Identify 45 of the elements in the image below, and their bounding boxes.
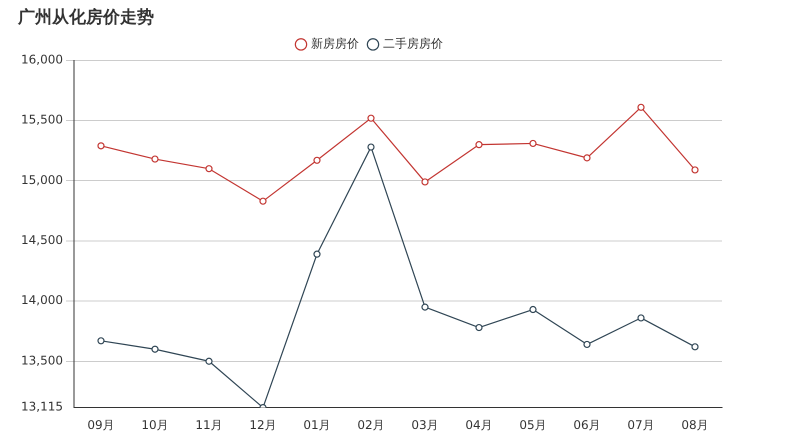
x-tick-label: 04月 xyxy=(465,418,493,432)
point xyxy=(205,165,213,172)
x-tick-label: 12月 xyxy=(249,418,277,432)
y-tick-label: 15,000 xyxy=(20,172,63,187)
point xyxy=(367,143,375,151)
y-tick-label: 14,000 xyxy=(20,293,63,308)
point xyxy=(691,343,699,350)
point xyxy=(637,104,645,111)
point xyxy=(691,166,699,174)
x-tick-label: 11月 xyxy=(195,418,223,432)
x-tick-label: 01月 xyxy=(303,418,331,432)
y-tick-label: 15,500 xyxy=(20,112,63,127)
point xyxy=(97,337,105,344)
point xyxy=(421,304,429,311)
legend-label: 新房房价 xyxy=(311,36,359,51)
legend-label: 二手房房价 xyxy=(383,36,443,51)
y-tick-label: 16,000 xyxy=(20,52,63,67)
x-tick-label: 03月 xyxy=(411,418,439,432)
x-tick-label: 09月 xyxy=(87,418,115,432)
point xyxy=(313,250,321,258)
point xyxy=(151,155,159,163)
chart-title: 广州从化房价走势 xyxy=(17,8,154,28)
y-tick-label: 14,500 xyxy=(20,233,63,248)
point xyxy=(529,140,537,148)
x-tick-label: 06月 xyxy=(573,418,601,432)
point xyxy=(583,154,591,162)
x-tick-label: 10月 xyxy=(141,418,169,432)
point xyxy=(313,156,321,164)
point xyxy=(475,324,483,332)
point xyxy=(475,141,483,148)
x-tick-label: 07月 xyxy=(627,418,655,432)
point xyxy=(583,340,591,348)
point xyxy=(367,114,375,122)
point xyxy=(637,314,645,322)
point xyxy=(151,346,159,353)
point xyxy=(421,178,429,186)
x-tick-label: 05月 xyxy=(519,418,547,432)
y-tick-label: 13,115 xyxy=(20,400,63,414)
x-tick-label: 08月 xyxy=(681,418,709,432)
y-tick-label: 13,500 xyxy=(20,353,63,368)
point xyxy=(97,142,105,150)
x-tick-label: 02月 xyxy=(357,418,385,432)
point xyxy=(529,306,537,314)
point xyxy=(205,358,213,365)
point xyxy=(259,198,267,205)
